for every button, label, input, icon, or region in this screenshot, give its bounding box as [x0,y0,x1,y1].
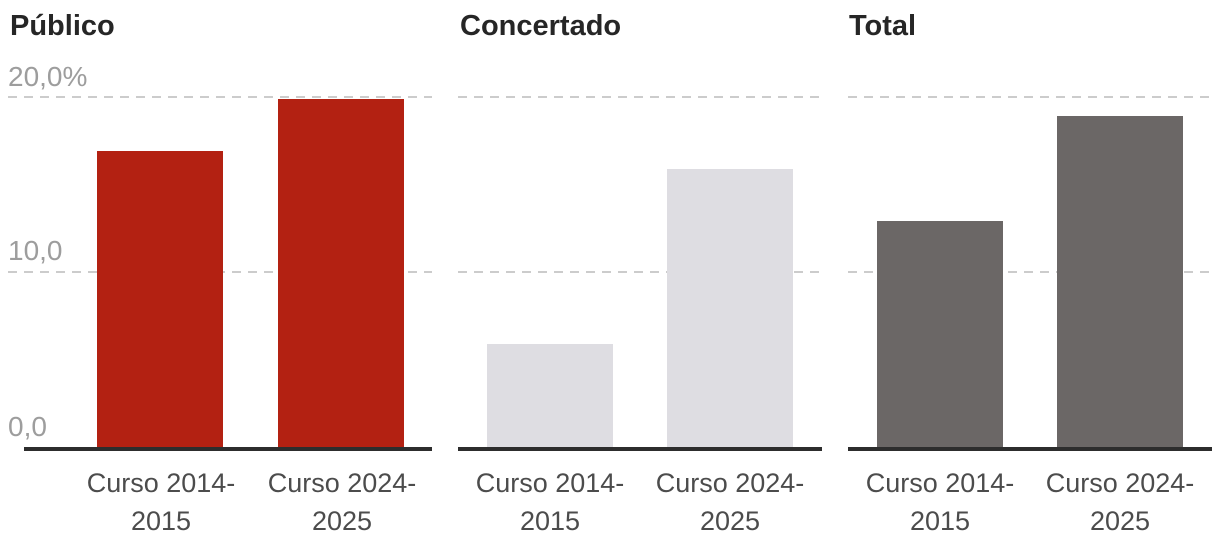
bar-publico-curso-2014-2015 [97,151,223,447]
x-axis-line [458,447,822,451]
y-tick-0: 0,0 [8,411,47,442]
x-label-line: Curso 2024- [267,468,417,498]
gridline-10 [848,271,1212,273]
x-label-line: Curso 2014- [475,468,625,498]
x-label-line: Curso 2014- [865,468,1015,498]
bar-concertado-curso-2014-2015 [487,343,613,447]
x-label-curso-2024-2025: Curso 2024- 2025 [635,464,825,540]
panel-title-concertado: Concertado [460,10,622,42]
x-label-curso-2024-2025: Curso 2024- 2025 [247,464,437,540]
x-label-line: 2015 [519,506,581,536]
bar-concertado-curso-2024-2025 [667,168,793,447]
gridline-20 [8,96,432,98]
x-label-line: Curso 2024- [1045,468,1195,498]
x-axis-line [848,447,1212,451]
x-label-line: 2015 [909,506,971,536]
x-label-curso-2014-2015: Curso 2014- 2015 [455,464,645,540]
x-label-line: Curso 2014- [86,468,236,498]
x-axis-line [24,447,432,451]
panel-concertado: Concertado Curso 2014- 2015 Curso 2024- … [458,0,822,552]
x-label-line: 2015 [130,506,192,536]
x-label-curso-2024-2025: Curso 2024- 2025 [1025,464,1215,540]
x-label-line: 2025 [699,506,761,536]
x-label-line: 2025 [311,506,373,536]
x-label-curso-2014-2015: Curso 2014- 2015 [66,464,256,540]
bar-total-curso-2024-2025 [1057,116,1183,447]
y-tick-20: 20,0% [8,61,88,92]
panel-publico: Público 20,0% 10,0 0,0 Curso 2014- 2015 … [0,0,432,552]
gridline-20 [458,96,822,98]
panel-title-publico: Público [10,10,115,42]
panel-total: Total Curso 2014- 2015 Curso 2024- 2025 [848,0,1212,552]
x-label-curso-2014-2015: Curso 2014- 2015 [845,464,1035,540]
y-tick-10: 10,0 [8,235,63,266]
x-label-line: 2025 [1089,506,1151,536]
bar-publico-curso-2024-2025 [278,98,404,447]
panel-title-total: Total [849,10,917,42]
gridline-10 [458,271,822,273]
bar-total-curso-2014-2015 [877,221,1003,447]
x-label-line: Curso 2024- [655,468,805,498]
gridline-20 [848,96,1212,98]
